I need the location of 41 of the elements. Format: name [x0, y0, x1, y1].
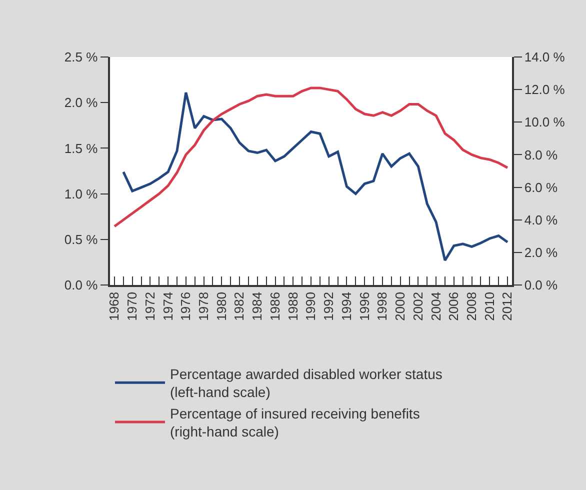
x-tick-label: 1984 [250, 292, 265, 321]
y-tick-label: 0.5 % [64, 232, 98, 247]
x-tick-label: 1970 [124, 292, 140, 321]
x-tick-label: 1972 [142, 292, 158, 321]
x-tick-label: 2006 [446, 292, 462, 321]
line-series [113, 86, 509, 228]
x-tick-label: 2004 [428, 292, 444, 321]
y-tick-label: 2.0 % [64, 95, 98, 110]
x-tick-label: 1990 [303, 292, 318, 321]
y-tick-label: 1.5 % [64, 140, 98, 156]
y2-tick-label: 0.0 % [524, 278, 558, 293]
x-tick-label: 1968 [106, 292, 122, 321]
x-tick-label: 1992 [321, 292, 336, 321]
y2-tick-label: 12.0 % [524, 82, 566, 98]
y2-tick-label: 2.0 % [524, 244, 558, 260]
legend-label: Percentage of insured receiving benefits (right-hand scale) [170, 405, 420, 440]
line-series [122, 91, 509, 262]
x-tick-label: 1998 [374, 292, 390, 321]
y2-tick-label: 14.0 % [524, 50, 566, 65]
y-tick-label: 2.5 % [64, 50, 98, 65]
x-tick-label: 1986 [267, 292, 282, 321]
x-tick-label: 1996 [356, 292, 372, 321]
x-tick-label: 1980 [214, 292, 229, 321]
x-tick-label: 1974 [160, 292, 176, 321]
x-tick-label: 2000 [392, 292, 408, 321]
x-tick-label: 1994 [338, 292, 354, 321]
x-tick-label: 1978 [196, 292, 212, 321]
x-tick-label: 1988 [285, 292, 300, 321]
y-tick-label: 0.0 % [64, 278, 98, 293]
y2-tick-label: 10.0 % [524, 114, 566, 130]
x-tick-label: 2008 [464, 292, 480, 321]
x-tick-label: 2002 [410, 292, 426, 321]
y2-tick-label: 6.0 % [524, 180, 558, 195]
x-tick-label: 1982 [232, 292, 247, 321]
x-tick-label: 2012 [500, 292, 515, 321]
y-tick-label: 1.0 % [64, 186, 98, 202]
x-tick-label: 1976 [178, 292, 194, 321]
y2-tick-label: 4.0 % [524, 212, 558, 228]
x-tick-label: 2010 [482, 292, 497, 321]
legend-label: Percentage awarded disabled worker status (left-hand scale) [170, 366, 442, 400]
y2-tick-label: 8.0 % [524, 147, 558, 162]
